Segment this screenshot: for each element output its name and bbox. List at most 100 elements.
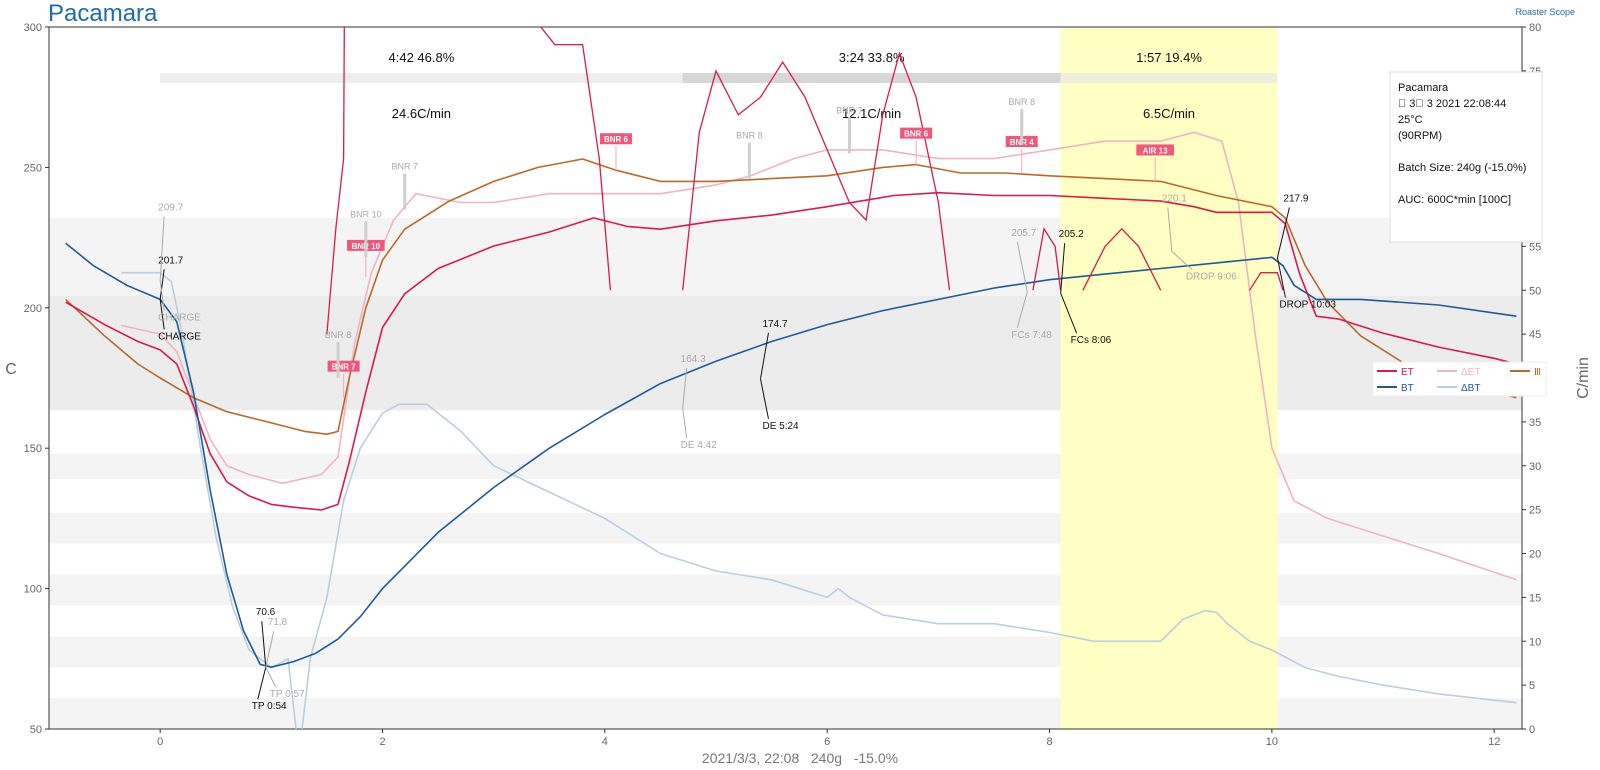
legend-label: BT — [1401, 383, 1414, 394]
development-phase-highlight — [1060, 27, 1278, 729]
et-ror-segment — [1249, 272, 1284, 291]
annotation-leader — [159, 299, 165, 330]
et-ror-segment — [540, 27, 612, 291]
event-label: BNR 6 — [604, 135, 629, 144]
y2-tick-label: 20 — [1529, 549, 1541, 561]
y2-tick-label: 30 — [1529, 461, 1541, 473]
annotation-label: CHARGE — [158, 331, 201, 342]
info-box-line: Batch Size: 240g (-15.0%) — [1398, 162, 1526, 174]
y2-tick-label: 35 — [1529, 417, 1541, 429]
legend-label: ΔET — [1461, 367, 1480, 378]
legend-label: Ⅲ — [1534, 367, 1541, 378]
annotation-leader — [1060, 243, 1066, 294]
info-box-frame — [1389, 71, 1543, 243]
y-tick-label: 300 — [24, 22, 42, 34]
page-title: Pacamara — [48, 0, 158, 27]
annotation-leader — [159, 216, 165, 281]
event-label-ref: BNR 8 — [325, 330, 352, 340]
series-line-et — [65, 191, 1517, 511]
annotation-leader — [159, 269, 165, 300]
annotation-label: 220.1 — [1162, 193, 1187, 204]
event-label: BNR 7 — [332, 363, 357, 372]
annotation-leader — [265, 667, 277, 688]
annotation-leader — [682, 367, 688, 409]
event-badge — [327, 360, 360, 372]
y-tick-label: 250 — [24, 162, 42, 174]
x-tick-label: 4 — [602, 736, 608, 748]
x-tick-label: 12 — [1488, 736, 1500, 748]
chart-footer-label: 2021/3/3, 22:08 240g -15.0% — [701, 750, 899, 766]
phase-bar-development — [1060, 73, 1278, 83]
y2-tick-label: 55 — [1529, 241, 1541, 253]
event-label-ref: BNR 7 — [836, 105, 863, 115]
y2-tick-label: 25 — [1529, 505, 1541, 517]
phase-ror-label: 12.1C/min — [842, 106, 901, 121]
phase-ror-label: 6.5C/min — [1143, 106, 1195, 121]
phase-bar-drying — [160, 73, 683, 83]
x-tick-label: 10 — [1266, 736, 1278, 748]
annotation-leader — [759, 332, 769, 379]
y2-tick-label: 0 — [1529, 724, 1535, 736]
annotation-label: 205.7 — [1011, 228, 1036, 239]
annotation-label: 70.6 — [256, 607, 276, 618]
annotation-leader — [159, 280, 165, 311]
x-tick-label: 2 — [379, 736, 385, 748]
annotation-label: 217.9 — [1283, 194, 1308, 205]
phase-label: 4:42 46.8% — [389, 50, 455, 65]
annotation-leader — [1016, 241, 1028, 292]
event-label-ref: BNR 10 — [350, 209, 382, 219]
legend: ET ΔET Ⅲ BT ΔBT — [1372, 361, 1547, 397]
annotation-label: 71.8 — [268, 617, 288, 628]
annotation-leader — [1060, 293, 1078, 334]
phase-bar-maillard — [682, 73, 1061, 83]
y-tick-label: 50 — [30, 724, 42, 736]
annotation-leader — [759, 378, 769, 419]
legend-label: ΔBT — [1461, 383, 1480, 394]
et-ror-segment — [326, 27, 345, 335]
annotation-label: FCs 8:06 — [1071, 335, 1112, 346]
annotation-label: 201.7 — [158, 255, 183, 266]
background-band — [49, 453, 1522, 480]
y-tick-label: 100 — [24, 584, 42, 596]
event-badge — [1136, 144, 1174, 156]
info-box-line: (90RPM) — [1398, 130, 1442, 142]
annotation-label: DE 4:42 — [681, 440, 718, 451]
annotation-leader — [1016, 291, 1028, 328]
event-label-ref: BNR 7 — [391, 162, 418, 172]
legend-frame — [1372, 361, 1547, 397]
y-tick-label: 200 — [24, 303, 42, 315]
y2-tick-label: 80 — [1529, 22, 1541, 34]
y2-tick-label: 5 — [1529, 680, 1535, 692]
series-layer — [65, 27, 1517, 729]
background-band — [49, 512, 1522, 544]
annotation-label: DE 5:24 — [762, 421, 799, 432]
et-ror-segment — [1082, 227, 1162, 291]
y2-tick-label: 50 — [1529, 285, 1541, 297]
event-badge — [900, 127, 933, 139]
event-label-ref: BNR 8 — [1008, 97, 1035, 107]
annotation-leader — [1276, 207, 1290, 258]
annotation-label: TP 0:57 — [270, 689, 305, 700]
y2-tick-label: 45 — [1529, 329, 1541, 341]
info-box-line: 25°C — [1398, 114, 1423, 126]
annotation-leader — [257, 667, 267, 700]
x-tick-label: 8 — [1046, 736, 1052, 748]
annotation-label: CHARGE — [158, 313, 201, 324]
series-line-heater — [65, 158, 1517, 435]
phase-ror-label: 24.6C/min — [392, 106, 451, 121]
info-box-line:   3  3 2021 22:08:44 — [1398, 98, 1506, 110]
annotation-label: 205.2 — [1059, 229, 1084, 240]
x-tick-label: 6 — [824, 736, 830, 748]
y-tick-label: 150 — [24, 443, 42, 455]
et-ror-segment — [1032, 227, 1062, 291]
annotation-leader — [1276, 257, 1286, 298]
roaster-scope-link[interactable]: Roaster Scope — [1515, 7, 1575, 17]
x-tick-label: 0 — [157, 736, 163, 748]
annotation-label: TP 0:54 — [252, 701, 287, 712]
y-axis-title: C — [5, 361, 17, 378]
info-box-line: AUC: 600C*min [100C] — [1398, 194, 1511, 206]
legend-label: ET — [1401, 367, 1414, 378]
annotation-leader — [1171, 250, 1193, 270]
